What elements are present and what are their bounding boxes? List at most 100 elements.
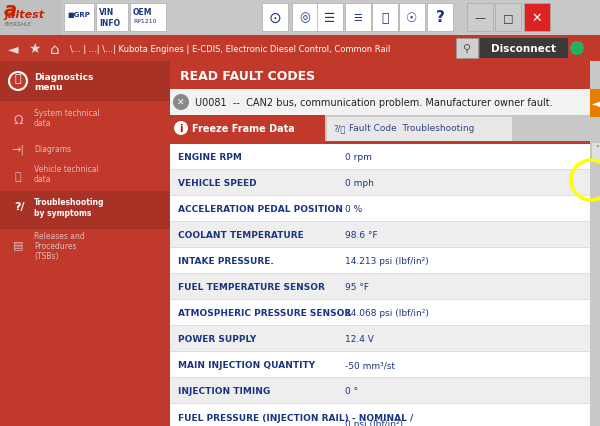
Bar bbox=[170, 403, 590, 404]
Circle shape bbox=[570, 42, 584, 56]
Bar bbox=[170, 248, 590, 274]
Circle shape bbox=[173, 95, 189, 111]
Text: ↖: ↖ bbox=[589, 178, 598, 189]
Text: □: □ bbox=[503, 13, 513, 23]
Text: VIN: VIN bbox=[99, 8, 114, 17]
Bar bbox=[467, 4, 493, 32]
Bar bbox=[170, 196, 590, 222]
Bar bbox=[64, 4, 94, 32]
Bar bbox=[0, 192, 170, 230]
Bar bbox=[170, 326, 590, 352]
Text: FUEL PRESSURE (INJECTION RAIL) - NOMINAL /: FUEL PRESSURE (INJECTION RAIL) - NOMINAL… bbox=[178, 414, 413, 423]
Text: Diagrams: Diagrams bbox=[34, 145, 71, 154]
Bar bbox=[170, 142, 590, 145]
Bar bbox=[427, 4, 453, 32]
Bar bbox=[480, 39, 568, 59]
Bar bbox=[170, 377, 590, 378]
Text: data: data bbox=[34, 119, 52, 128]
Text: Fault Code  Troubleshooting: Fault Code Troubleshooting bbox=[349, 124, 475, 133]
Bar bbox=[317, 4, 343, 32]
Text: COOLANT TEMPERATURE: COOLANT TEMPERATURE bbox=[178, 231, 304, 240]
Text: READ FAULT CODES: READ FAULT CODES bbox=[180, 69, 315, 82]
Bar bbox=[96, 4, 128, 32]
Text: a: a bbox=[4, 0, 17, 20]
Text: Procedures: Procedures bbox=[34, 242, 77, 251]
Text: ⚲: ⚲ bbox=[463, 44, 471, 54]
Text: ?/: ?/ bbox=[14, 201, 25, 211]
Bar bbox=[170, 351, 590, 352]
Text: —: — bbox=[475, 13, 485, 23]
Text: ▤: ▤ bbox=[13, 239, 23, 249]
Text: 95 °F: 95 °F bbox=[345, 283, 369, 292]
Text: ?/⛯: ?/⛯ bbox=[333, 124, 346, 133]
Text: ✕: ✕ bbox=[532, 12, 542, 24]
Text: RP1210: RP1210 bbox=[133, 19, 157, 24]
Bar bbox=[170, 222, 590, 248]
Text: Ω: Ω bbox=[13, 113, 23, 126]
Bar bbox=[170, 90, 590, 116]
Text: INFO: INFO bbox=[99, 19, 120, 28]
Text: Diagnostics: Diagnostics bbox=[34, 72, 94, 81]
Bar bbox=[262, 4, 288, 32]
Text: 12.4 V: 12.4 V bbox=[345, 335, 374, 344]
Text: FUEL TEMPERATURE SENSOR: FUEL TEMPERATURE SENSOR bbox=[178, 283, 325, 292]
Text: Vehicle technical: Vehicle technical bbox=[34, 165, 99, 174]
Bar bbox=[0, 62, 170, 102]
Circle shape bbox=[174, 122, 188, 136]
Bar bbox=[170, 170, 590, 196]
Text: ACCELERATION PEDAL POSITION: ACCELERATION PEDAL POSITION bbox=[178, 205, 343, 214]
Text: data: data bbox=[34, 175, 52, 184]
Text: by symptoms: by symptoms bbox=[34, 209, 91, 218]
Text: U0081  --  CAN2 bus, communication problem. Manufacturer owner fault.: U0081 -- CAN2 bus, communication problem… bbox=[195, 98, 553, 108]
Bar bbox=[456, 39, 478, 59]
Text: 14.213 psi (lbf/in²): 14.213 psi (lbf/in²) bbox=[345, 257, 429, 266]
Text: jaltest: jaltest bbox=[4, 10, 44, 20]
Text: ☰: ☰ bbox=[325, 12, 335, 24]
Bar bbox=[372, 4, 398, 32]
Bar bbox=[327, 118, 512, 144]
Bar bbox=[170, 62, 590, 90]
Bar bbox=[590, 142, 600, 426]
Text: 0 %: 0 % bbox=[345, 205, 362, 214]
Text: INJECTION TIMING: INJECTION TIMING bbox=[178, 386, 270, 396]
Bar bbox=[130, 4, 166, 32]
Text: ATMOSPHERIC PRESSURE SENSOR: ATMOSPHERIC PRESSURE SENSOR bbox=[178, 309, 351, 318]
Text: BYERDAILE: BYERDAILE bbox=[4, 22, 31, 27]
Text: 14.068 psi (lbf/in²): 14.068 psi (lbf/in²) bbox=[345, 309, 429, 318]
Text: \... | ...| \...| Kubota Engines | E-CDIS, Electronic Diesel Control, Common Rai: \... | ...| \...| Kubota Engines | E-CDI… bbox=[70, 44, 391, 53]
Text: ⛯: ⛯ bbox=[14, 74, 20, 84]
Text: ◄: ◄ bbox=[592, 96, 600, 110]
Text: (TSBs): (TSBs) bbox=[34, 252, 59, 261]
Text: ˄: ˄ bbox=[595, 145, 599, 154]
Text: OEM: OEM bbox=[133, 8, 152, 17]
Text: ☰: ☰ bbox=[353, 13, 362, 23]
Bar bbox=[170, 274, 590, 300]
Text: 0 °: 0 ° bbox=[345, 386, 358, 396]
Text: VEHICLE SPEED: VEHICLE SPEED bbox=[178, 179, 257, 188]
Text: ☉: ☉ bbox=[406, 12, 418, 24]
Bar bbox=[292, 4, 318, 32]
Text: POWER SUPPLY: POWER SUPPLY bbox=[178, 335, 256, 344]
Bar bbox=[170, 378, 590, 404]
Bar bbox=[170, 273, 590, 274]
Bar bbox=[170, 325, 590, 326]
Text: MAIN INJECTION QUANTITY: MAIN INJECTION QUANTITY bbox=[178, 361, 315, 370]
Text: 0 rpm: 0 rpm bbox=[345, 153, 372, 162]
Bar bbox=[170, 404, 590, 426]
Text: INTAKE PRESSURE.: INTAKE PRESSURE. bbox=[178, 257, 274, 266]
Bar bbox=[399, 4, 425, 32]
Text: i: i bbox=[179, 124, 183, 134]
Text: ⊙: ⊙ bbox=[269, 11, 281, 26]
Text: ENGINE RPM: ENGINE RPM bbox=[178, 153, 242, 162]
Text: ⛯: ⛯ bbox=[14, 172, 22, 181]
Bar bbox=[524, 4, 550, 32]
Bar bbox=[0, 36, 600, 37]
Bar bbox=[170, 299, 590, 300]
Text: Disconnect: Disconnect bbox=[491, 44, 557, 54]
Text: System technical: System technical bbox=[34, 109, 100, 118]
Text: -50 mm³/st: -50 mm³/st bbox=[345, 361, 395, 370]
Bar bbox=[170, 145, 590, 170]
Text: menu: menu bbox=[34, 83, 62, 92]
Bar bbox=[0, 0, 62, 36]
Bar bbox=[345, 4, 371, 32]
